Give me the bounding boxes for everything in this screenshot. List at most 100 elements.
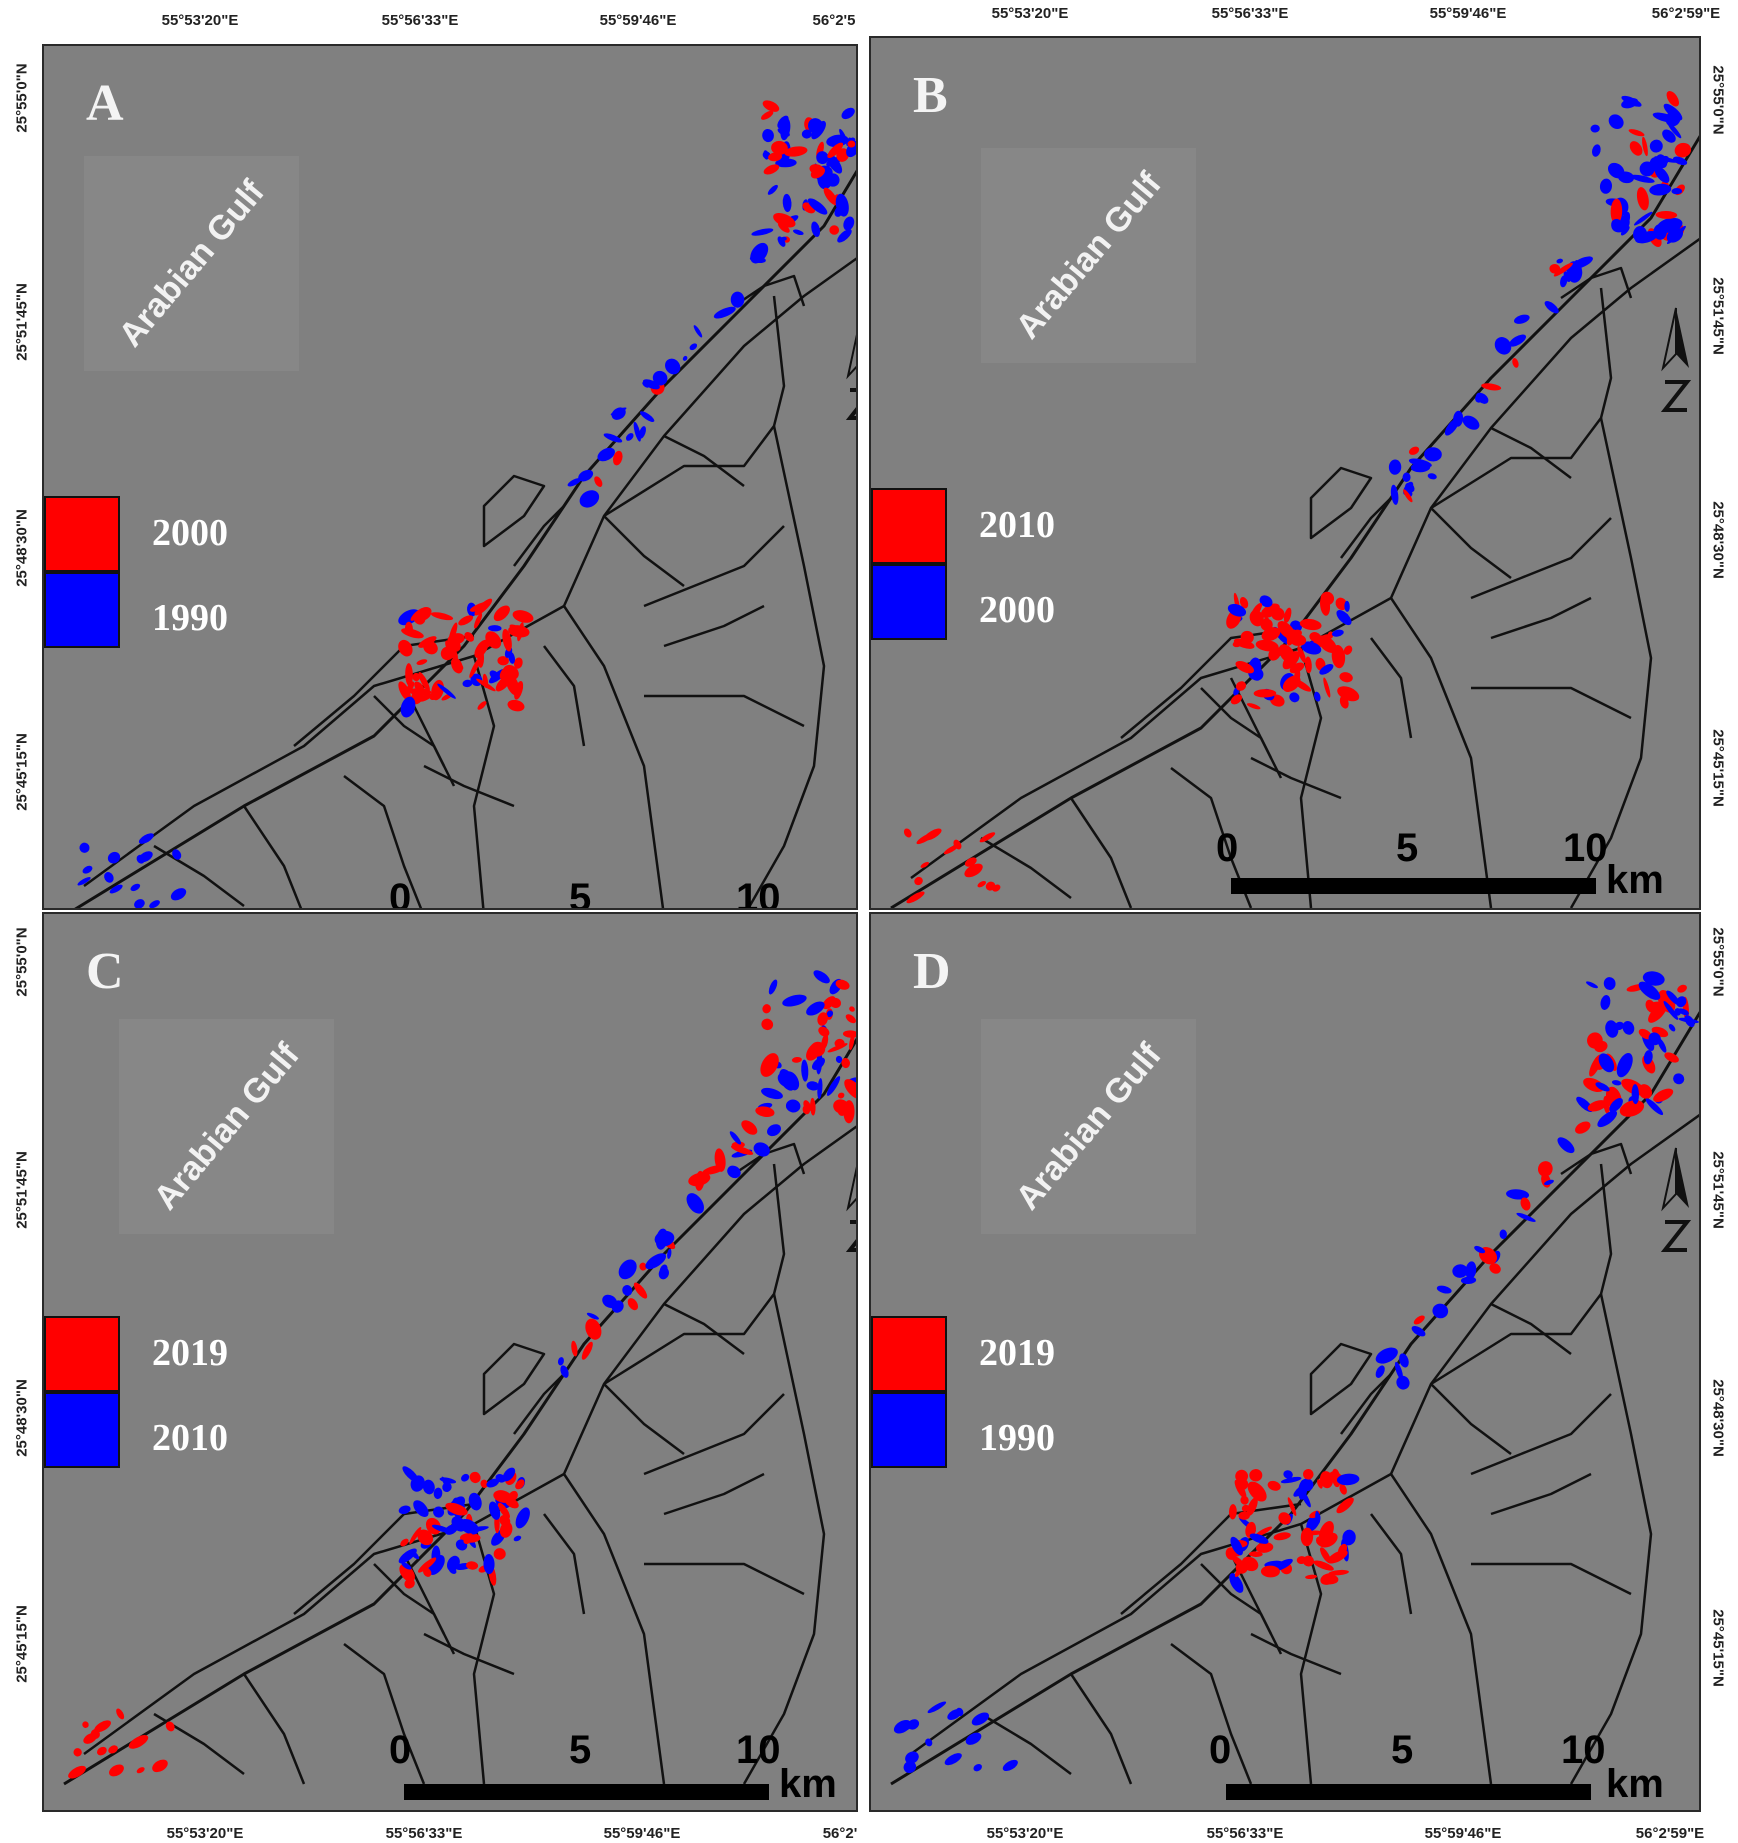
road-line: [153, 844, 245, 907]
change-patch: [410, 1475, 425, 1492]
sea-label: Arabian Gulf: [145, 1035, 307, 1217]
change-patch: [497, 1502, 510, 1519]
change-patch: [612, 450, 623, 466]
road-line: [1389, 1473, 1493, 1785]
change-patch: [1668, 1024, 1676, 1032]
change-patch: [1671, 188, 1683, 195]
change-patch: [83, 1733, 98, 1744]
panel-letter: C: [86, 943, 124, 1000]
change-patch: [1396, 1375, 1410, 1390]
change-patch: [508, 625, 530, 638]
change-patch: [398, 609, 420, 626]
change-patch: [1313, 1560, 1334, 1571]
change-patch: [1481, 383, 1502, 391]
change-patch: [682, 355, 688, 361]
change-patch: [1394, 1361, 1403, 1380]
road-line: [293, 1502, 475, 1615]
change-patch: [925, 1738, 933, 1747]
change-patch: [833, 1099, 849, 1114]
change-patch: [1639, 161, 1655, 177]
sea-label-box: Arabian Gulf: [981, 148, 1196, 363]
road-network: [63, 970, 856, 1786]
north-arrow-icon: [1660, 307, 1692, 412]
latitude-label: 25°55'0"N: [1709, 65, 1727, 135]
change-patch: [1335, 597, 1348, 611]
change-patch: [801, 1059, 809, 1082]
change-patch: [1663, 1001, 1679, 1020]
change-patch: [1544, 300, 1559, 314]
change-patch: [447, 633, 465, 645]
change-patch: [762, 128, 774, 143]
change-patch: [165, 1721, 175, 1732]
change-patch: [571, 1340, 578, 1357]
change-patch: [964, 857, 977, 867]
change-patch: [423, 1567, 432, 1577]
change-patch: [841, 1057, 851, 1069]
change-patch: [445, 1502, 468, 1516]
legend-swatch-red: [44, 496, 120, 572]
legend-swatch-red: [44, 1316, 120, 1392]
change-patch: [1665, 110, 1681, 127]
change-patch: [645, 1253, 667, 1270]
road-line: [742, 1293, 826, 1785]
change-patch: [977, 880, 987, 888]
change-patch: [830, 997, 842, 1008]
change-patch: [134, 899, 145, 908]
change-patch: [639, 1262, 647, 1271]
change-patch: [655, 1228, 668, 1250]
change-patch: [1556, 258, 1563, 264]
road-line: [1200, 687, 1283, 779]
change-patch: [504, 1497, 519, 1509]
change-patch: [485, 631, 502, 649]
change-patch: [1283, 1470, 1293, 1479]
change-patch: [77, 877, 91, 886]
change-patch: [1338, 1543, 1348, 1556]
road-line: [890, 135, 1699, 908]
change-patch: [502, 1467, 516, 1482]
change-patch: [1343, 645, 1353, 655]
change-patch: [1280, 1476, 1302, 1484]
road-line: [1430, 1163, 1613, 1386]
change-patch: [1249, 610, 1264, 627]
change-patch: [1230, 1579, 1238, 1586]
road-line: [603, 295, 786, 518]
change-patch: [1283, 607, 1292, 623]
road-line: [733, 1142, 806, 1176]
change-patch: [750, 242, 769, 264]
change-patch: [844, 1079, 856, 1100]
change-patch: [1587, 1100, 1607, 1112]
change-patch: [597, 447, 615, 462]
change-patch: [1300, 1527, 1314, 1547]
latitude-label: 25°48'30"N: [13, 1379, 31, 1457]
change-patch: [1432, 1303, 1449, 1319]
road-line: [1340, 1373, 1392, 1435]
change-patch: [1238, 1511, 1250, 1520]
change-patch: [1648, 1032, 1661, 1046]
change-patch: [1642, 971, 1665, 986]
change-patch: [943, 844, 959, 855]
change-patch: [469, 1471, 481, 1484]
change-patch: [474, 598, 493, 616]
north-arrow-icon: [845, 334, 856, 420]
change-patch: [502, 628, 512, 652]
change-patch: [68, 1765, 86, 1779]
change-patch: [107, 851, 121, 864]
change-patch: [508, 651, 515, 664]
latitude-label: 25°51'45"N: [13, 1151, 31, 1229]
change-patch: [1611, 218, 1623, 231]
change-patch: [906, 891, 925, 904]
change-patch: [1314, 691, 1321, 702]
change-patch: [1506, 1189, 1530, 1200]
change-patch: [440, 646, 455, 661]
change-patch: [513, 1535, 522, 1542]
change-patch: [768, 152, 783, 162]
change-patch: [1246, 1497, 1258, 1516]
change-patch: [1287, 1497, 1297, 1516]
change-patch: [557, 1357, 564, 1366]
change-patch: [170, 888, 187, 901]
change-patch: [782, 994, 807, 1007]
scale-label-0: 0: [1209, 1728, 1232, 1772]
change-patch: [1339, 672, 1353, 683]
change-patch: [755, 1106, 775, 1118]
change-patch: [451, 657, 463, 674]
